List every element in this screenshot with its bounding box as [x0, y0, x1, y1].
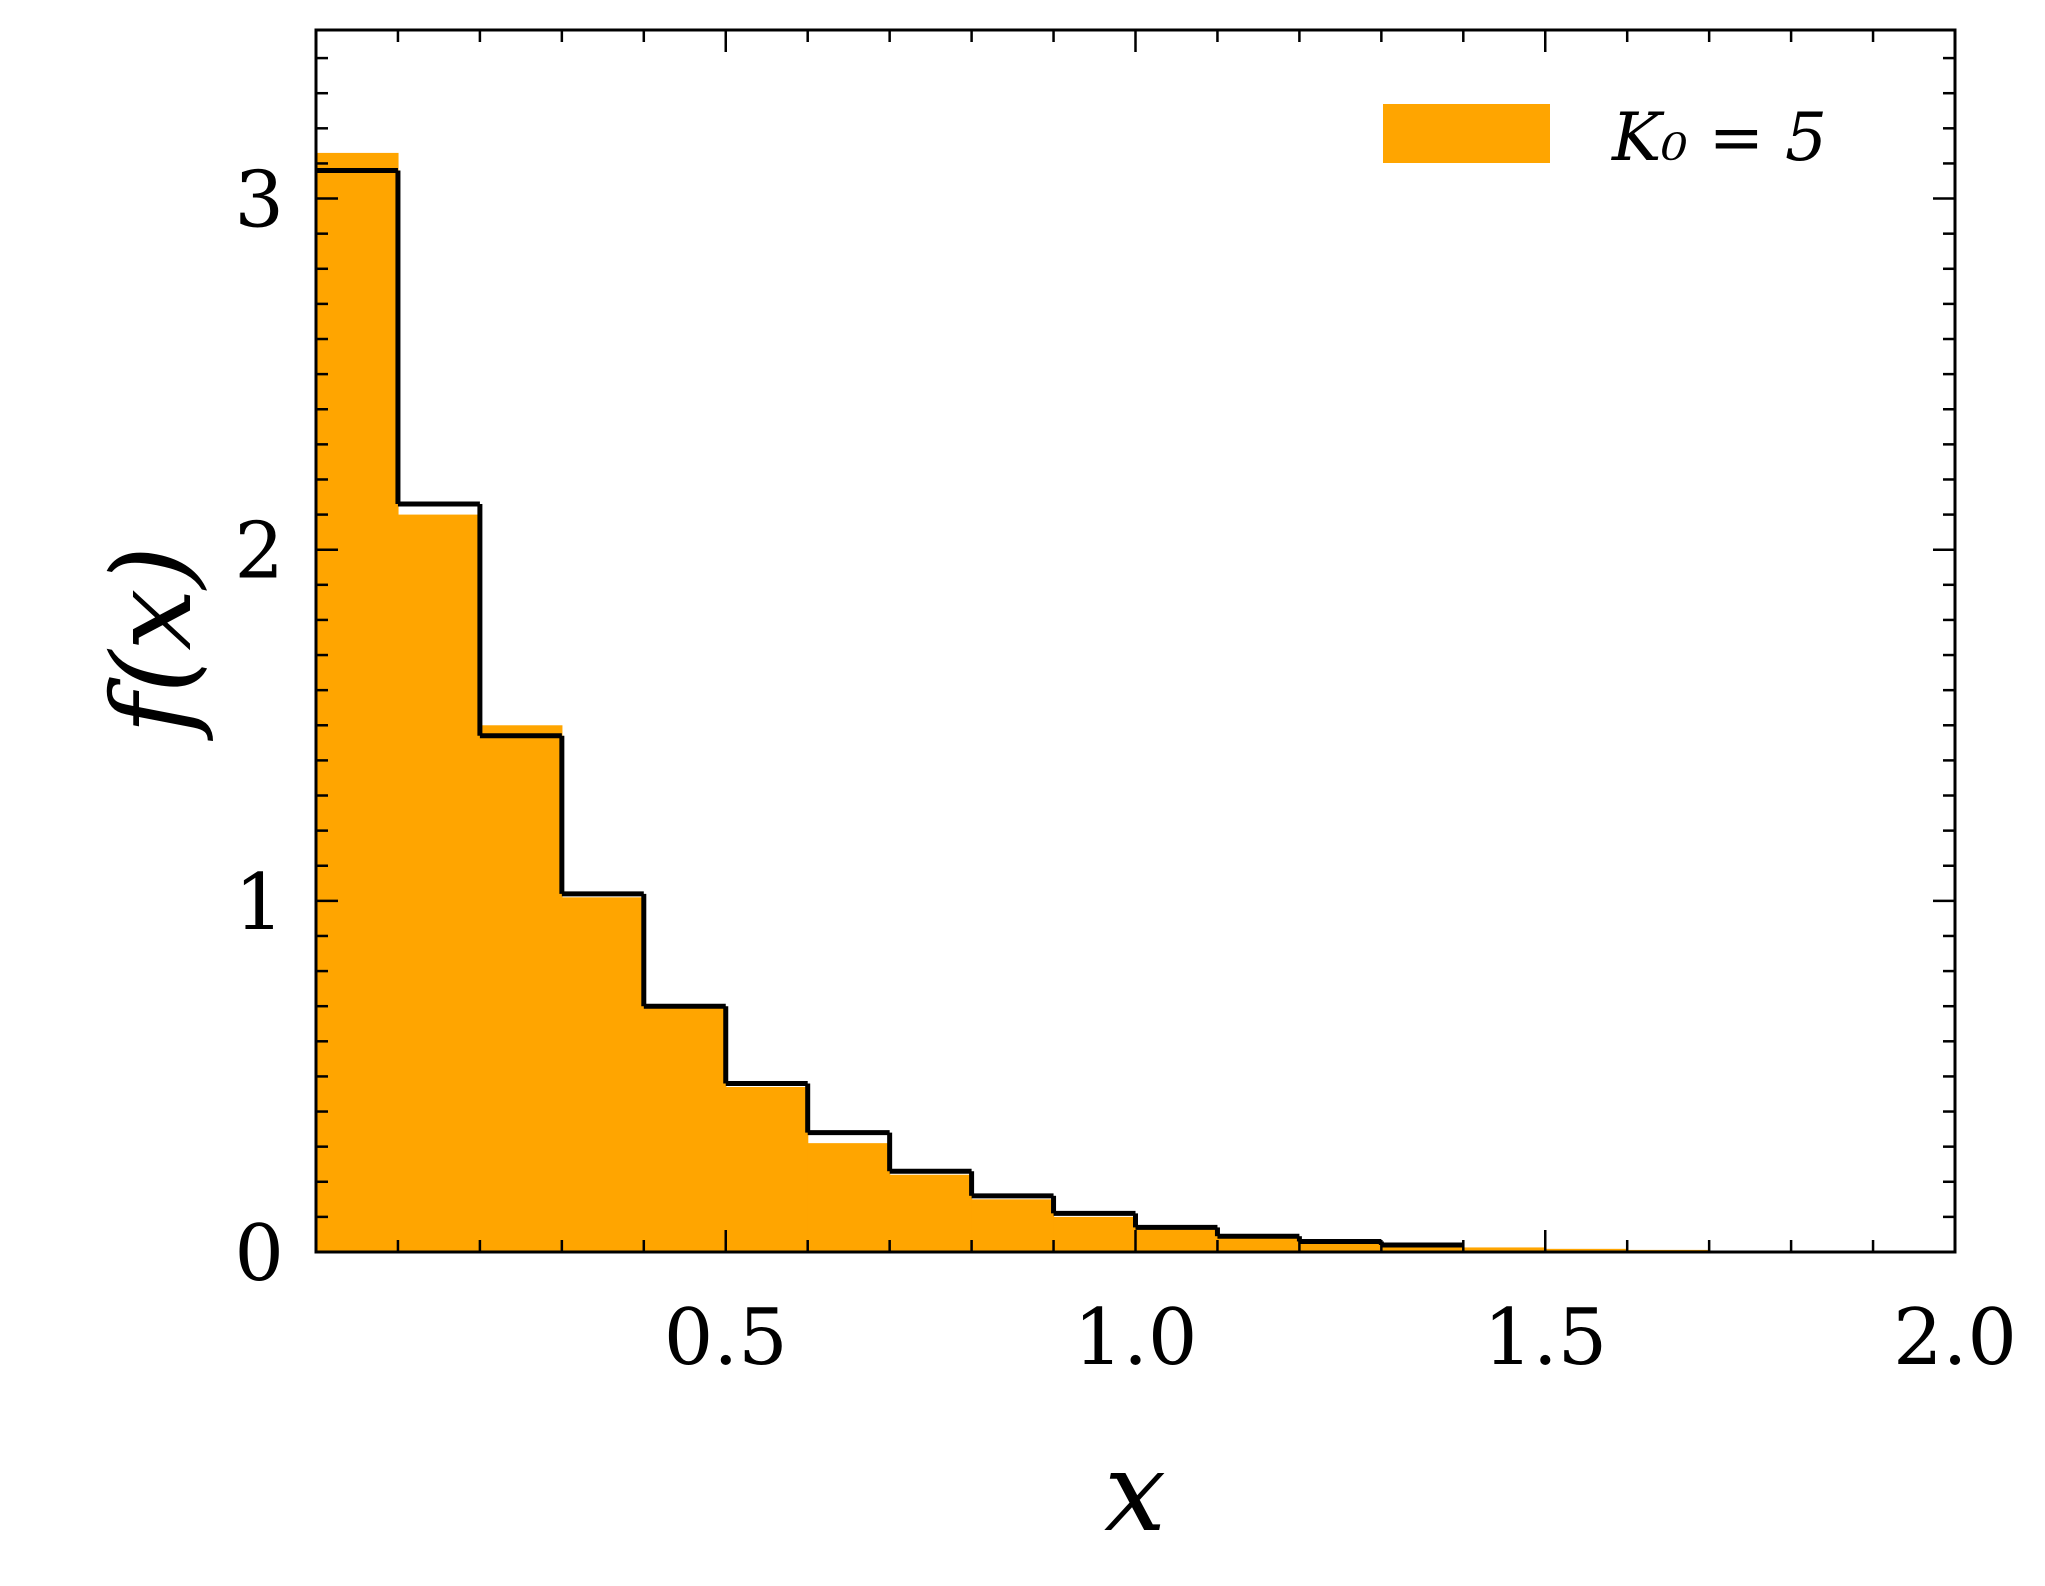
- hist-bar: [1381, 1244, 1464, 1252]
- hist-bar: [1217, 1236, 1300, 1252]
- legend: K₀ = 5: [1383, 99, 1827, 176]
- hist-bar: [971, 1199, 1055, 1252]
- hist-bar: [1135, 1227, 1219, 1252]
- hist-bar: [1299, 1241, 1382, 1252]
- hist-bar: [1545, 1248, 1628, 1252]
- x-tick-label: 0.5: [664, 1293, 788, 1383]
- y-tick-label: 1: [234, 858, 284, 948]
- hist-bar: [1463, 1247, 1546, 1252]
- y-tick-labels: 0 1 2 3: [234, 156, 284, 1299]
- hist-bar: [643, 1006, 727, 1252]
- hist-bar: [561, 897, 645, 1252]
- y-tick-label: 3: [234, 156, 284, 246]
- hist-bar: [316, 152, 399, 1252]
- hist-bar: [725, 1086, 809, 1252]
- step-curve: [316, 167, 1464, 1248]
- y-tick-label: 2: [234, 507, 284, 597]
- x-axis-label: x: [1104, 1428, 1166, 1556]
- x-tick-labels: 0.5 1.0 1.5 2.0: [664, 1293, 2017, 1383]
- x-tick-label: 2.0: [1893, 1293, 2017, 1383]
- y-tick-label: 0: [234, 1209, 284, 1299]
- hist-bar: [889, 1174, 973, 1252]
- hist-bar: [807, 1143, 891, 1252]
- hist-bar: [397, 514, 481, 1252]
- histogram-bars: [316, 152, 1956, 1252]
- plot-frame: [314, 28, 1957, 1254]
- y-axis-label: f(x): [88, 546, 216, 742]
- legend-label: K₀ = 5: [1611, 99, 1827, 176]
- legend-swatch: [1383, 104, 1550, 163]
- hist-bar: [479, 725, 563, 1252]
- x-tick-label: 1.0: [1073, 1293, 1197, 1383]
- hist-bar: [1053, 1216, 1137, 1252]
- x-tick-label: 1.5: [1483, 1293, 1607, 1383]
